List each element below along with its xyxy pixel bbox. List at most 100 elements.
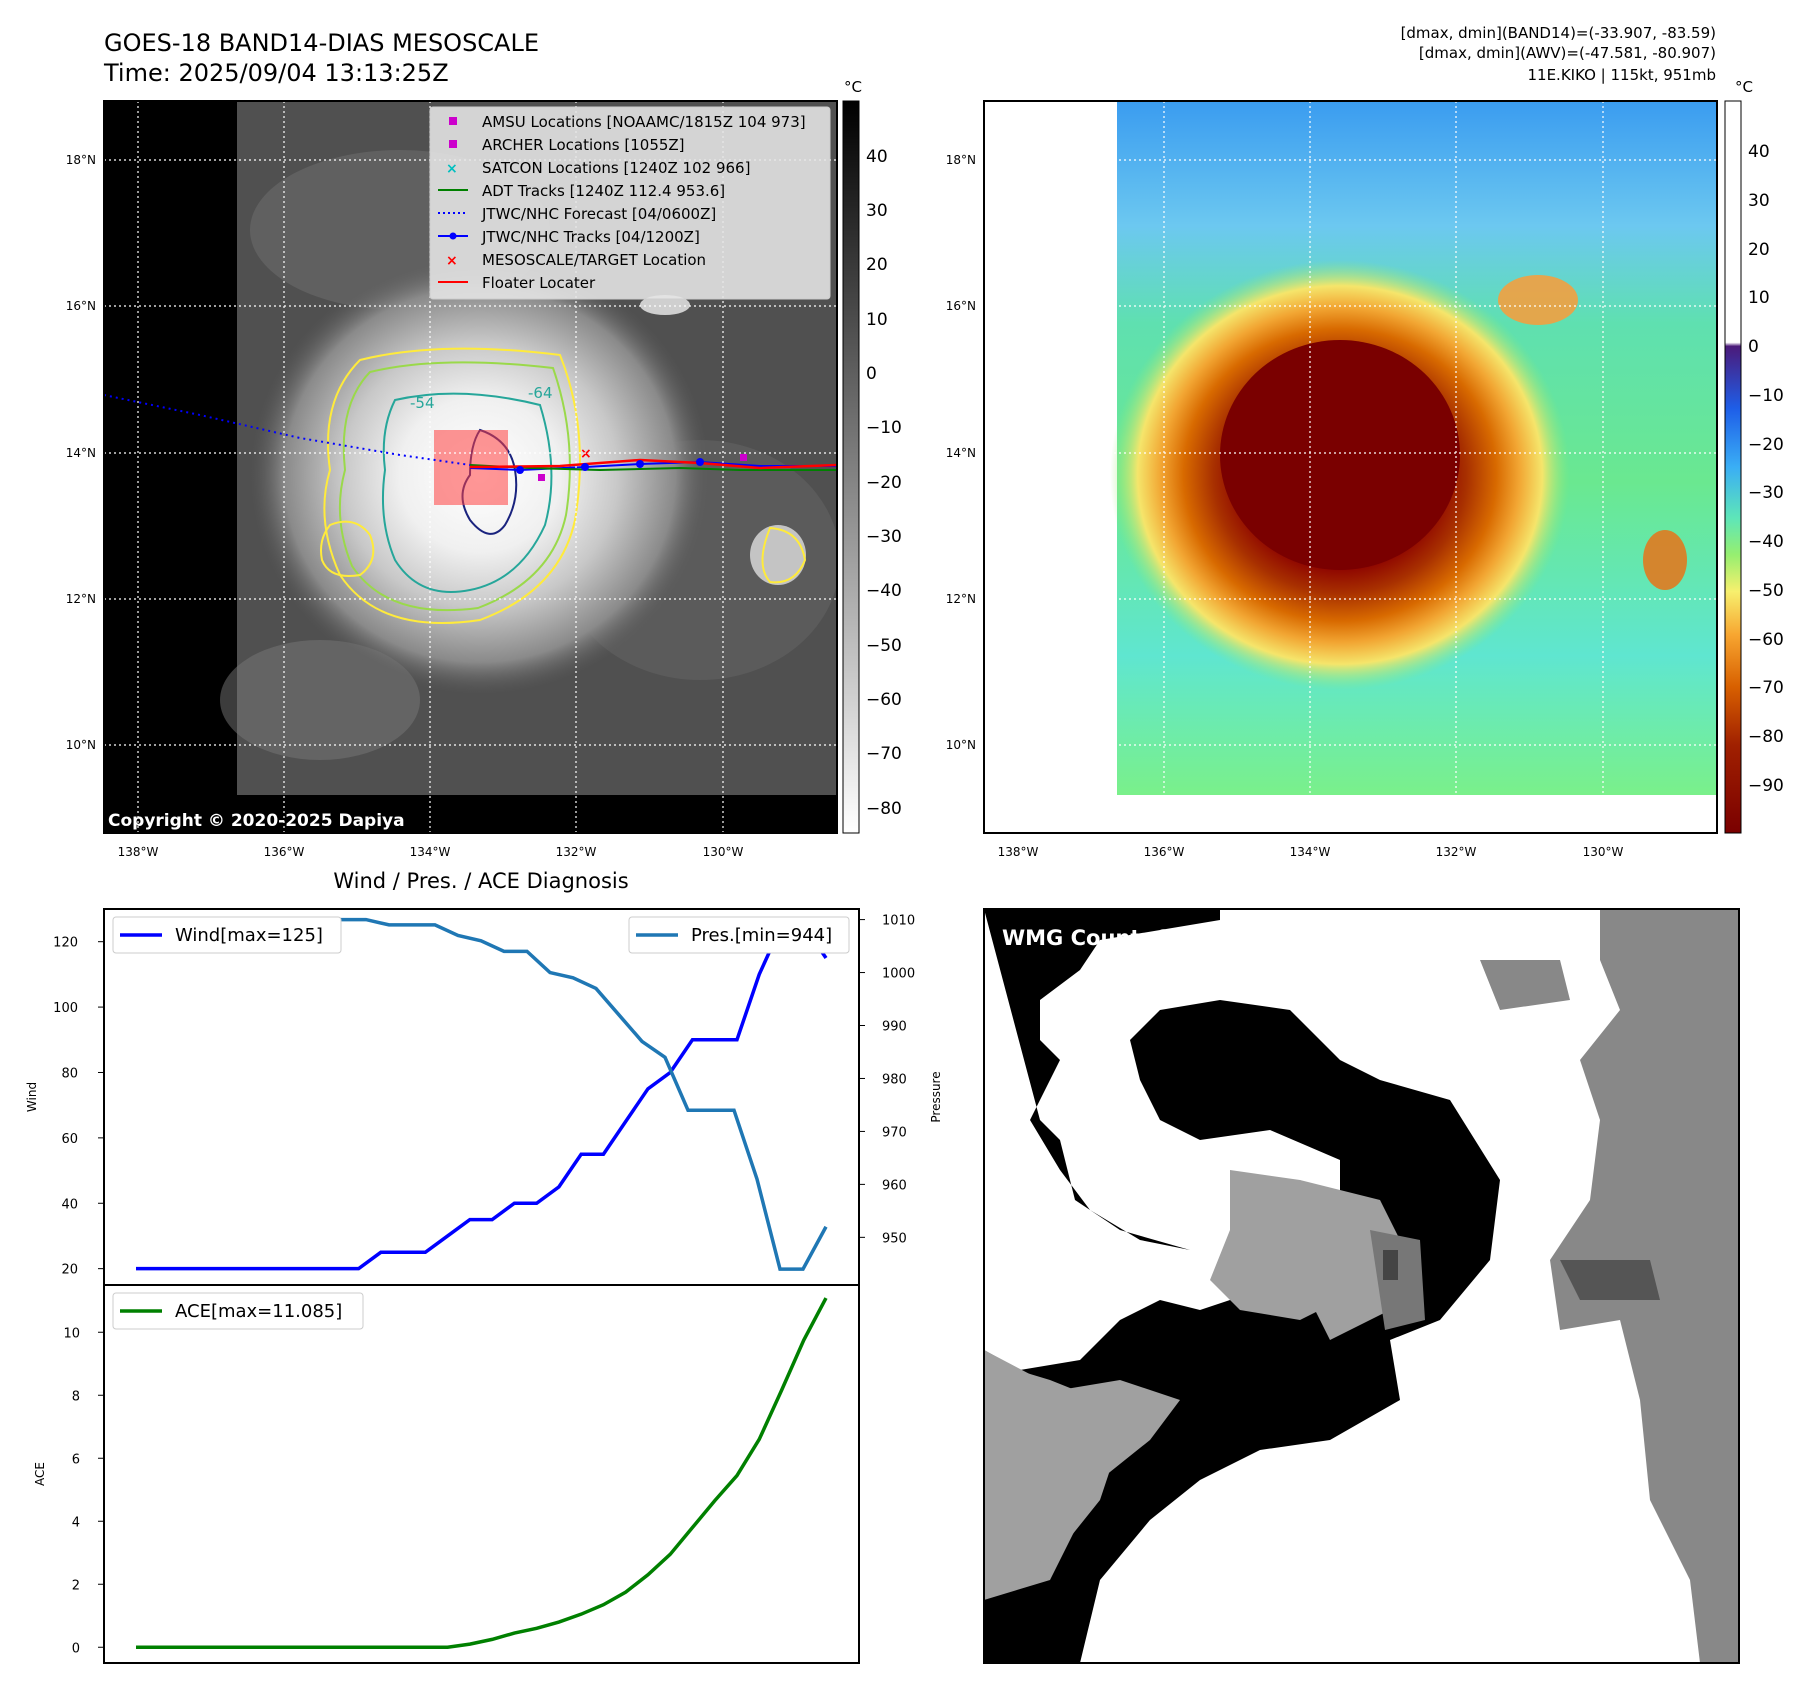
- pressure-axis-label: Pressure: [929, 1071, 943, 1122]
- satcon-marker: ×: [446, 161, 458, 177]
- wind-tick-label: 40: [61, 1197, 78, 1212]
- ace-tick-label: 4: [72, 1515, 80, 1530]
- lon-label: 138°W: [118, 845, 159, 859]
- ace-tick-label: 6: [72, 1452, 80, 1467]
- colorbar-color-unit: °C: [1735, 78, 1753, 96]
- lat-label: 10°N: [946, 738, 976, 752]
- ace-tick-label: 0: [72, 1641, 80, 1656]
- lat-label: 10°N: [66, 738, 96, 752]
- colorbar-color-ticks: 40 30 20 10 0 −10 −20 −30 −40 −50 −60 −7…: [1748, 142, 1784, 796]
- cb-tick: −50: [866, 636, 902, 656]
- color-map-lat-labels: 18°N 16°N 14°N 12°N 10°N: [946, 153, 976, 752]
- contour-label: -64: [528, 384, 553, 402]
- lat-label: 16°N: [946, 299, 976, 313]
- lon-label: 132°W: [556, 845, 597, 859]
- cb-tick: −20: [1748, 435, 1784, 455]
- cb-tick: −40: [866, 581, 902, 601]
- lon-label: 132°W: [1436, 845, 1477, 859]
- diagnosis-title: Wind / Pres. / ACE Diagnosis: [333, 869, 628, 893]
- lat-label: 12°N: [66, 592, 96, 606]
- contour-yellow: [323, 347, 581, 624]
- pressure-tick-label: 1010: [882, 914, 915, 929]
- colorbar-gray: [842, 100, 860, 834]
- contour-label: -54: [410, 394, 435, 412]
- cb-tick: −20: [866, 473, 902, 493]
- cb-tick: 10: [1748, 288, 1770, 308]
- target-marker: ×: [446, 253, 458, 269]
- storm-core: [1220, 340, 1460, 570]
- wmg-frame: [983, 908, 1740, 1664]
- floater-track: [469, 458, 837, 470]
- jtwc-forecast-track: [104, 394, 471, 466]
- lat-label: 14°N: [66, 446, 96, 460]
- lon-label: 136°W: [264, 845, 305, 859]
- pressure-tick-label: 1000: [882, 967, 915, 982]
- cb-tick: −10: [866, 418, 902, 438]
- cb-tick: −10: [1748, 386, 1784, 406]
- cb-tick: −60: [866, 690, 902, 710]
- cb-tick: 20: [866, 255, 888, 275]
- lon-label: 136°W: [1144, 845, 1185, 859]
- ir-map-lon-labels: 138°W 136°W 134°W 132°W 130°W: [118, 845, 744, 859]
- band14-range: [dmax, dmin](BAND14)=(-33.907, -83.59): [1401, 24, 1716, 42]
- lat-label: 18°N: [946, 153, 976, 167]
- wmg-panel: [984, 909, 1739, 1663]
- ace-series-line: [136, 1297, 828, 1649]
- ir-map-lat-labels: 18°N 16°N 14°N 12°N 10°N: [66, 153, 96, 752]
- copyright: Copyright © 2020-2025 Dapiya: [108, 811, 405, 831]
- pressure-legend: [628, 916, 850, 954]
- cb-tick: −50: [1748, 581, 1784, 601]
- map-legend: [429, 106, 831, 300]
- colorbar-gray-unit: °C: [844, 78, 862, 96]
- lon-label: 130°W: [1583, 845, 1624, 859]
- figure-time: Time: 2025/09/04 13:13:25Z: [103, 59, 449, 87]
- cb-tick: 0: [866, 364, 877, 384]
- colorbar-gray-ticks: 40 30 20 10 0 −10 −20 −30 −40 −50 −60 −7…: [866, 147, 902, 819]
- wind-tick-label: 120: [53, 936, 78, 951]
- color-map-grid: [984, 101, 1717, 833]
- cb-tick: −30: [1748, 483, 1784, 503]
- figure-title: GOES-18 BAND14-DIAS MESOSCALE: [104, 29, 539, 57]
- pressure-tick-label: 990: [882, 1020, 907, 1035]
- ace-axes: [103, 1284, 860, 1664]
- cb-tick: −70: [866, 744, 902, 764]
- lon-label: 130°W: [703, 845, 744, 859]
- lon-label: 138°W: [998, 845, 1039, 859]
- lat-label: 14°N: [946, 446, 976, 460]
- cb-tick: 40: [1748, 142, 1770, 162]
- cb-tick: 30: [866, 201, 888, 221]
- wind-tick-label: 20: [61, 1263, 78, 1278]
- cb-tick: 30: [1748, 191, 1770, 211]
- wind-tick-label: 60: [61, 1132, 78, 1147]
- wind-legend: [112, 916, 342, 954]
- pressure-legend-label: Pres.[min=944]: [691, 925, 832, 946]
- ace-axis-label: ACE: [33, 1462, 47, 1486]
- wind-tick-label: 80: [61, 1066, 78, 1081]
- lat-label: 12°N: [946, 592, 976, 606]
- colorbar-color: [1724, 100, 1742, 834]
- wind-pres-axes: [103, 908, 860, 1286]
- cb-tick: 0: [1748, 337, 1759, 357]
- cb-tick: 10: [866, 310, 888, 330]
- color-ir-map-panel: [984, 101, 1717, 833]
- pressure-tick-label: 950: [882, 1231, 907, 1246]
- wmg-count: WMG Count: 0: [1002, 926, 1171, 950]
- svg-text:×: ×: [580, 446, 592, 462]
- cb-tick: −60: [1748, 630, 1784, 650]
- cb-tick: 40: [866, 147, 888, 167]
- cb-tick: 20: [1748, 240, 1770, 260]
- color-map-frame: [983, 100, 1718, 834]
- ir-map-panel: -54 -64 × AMSU Locations [NOAAMC/1815Z 1…: [104, 101, 837, 833]
- legend-item: MESOSCALE/TARGET Location: [482, 251, 706, 269]
- storm-info: 11E.KIKO | 115kt, 951mb: [1527, 66, 1716, 84]
- legend-item: ARCHER Locations [1055Z]: [482, 136, 685, 154]
- ace-tick-label: 8: [72, 1389, 80, 1404]
- pressure-tick-label: 970: [882, 1125, 907, 1140]
- legend-item: Floater Locater: [482, 274, 596, 292]
- ace-legend: [112, 1292, 364, 1330]
- contour-teal: [381, 392, 553, 593]
- wind-axis-label: Wind: [25, 1082, 39, 1112]
- cb-tick: −70: [1748, 678, 1784, 698]
- ace-plot: 0 2 4 6 8 10: [63, 1297, 828, 1656]
